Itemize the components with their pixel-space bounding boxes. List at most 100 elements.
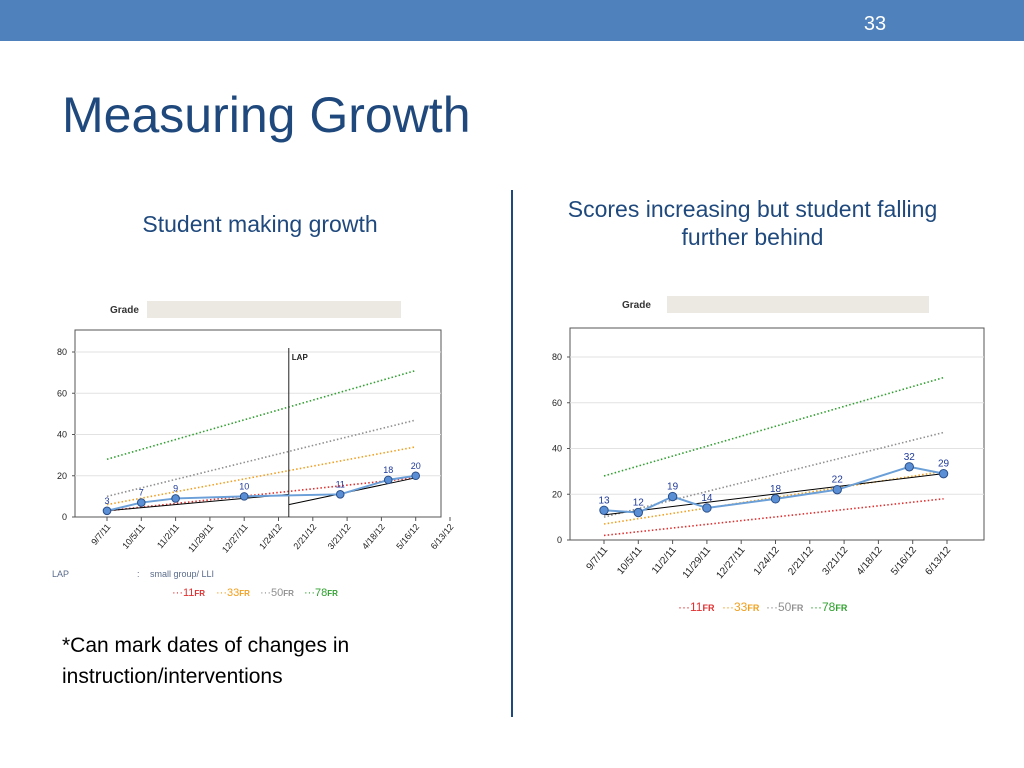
legend-item-50: ···50FR bbox=[260, 587, 294, 599]
legend-name: ···33 bbox=[722, 600, 748, 614]
score-point bbox=[599, 505, 609, 515]
score-point bbox=[904, 462, 914, 472]
score-label: 3 bbox=[104, 496, 109, 506]
score-point bbox=[770, 494, 781, 504]
x-tick-label: 11/2/11 bbox=[650, 545, 679, 577]
legend-item-33: ···33FR bbox=[216, 587, 250, 599]
right-subtitle: Scores increasing but student falling fu… bbox=[567, 196, 938, 250]
legend-suffix: FR bbox=[835, 603, 847, 613]
x-tick-label: 1/24/12 bbox=[752, 545, 782, 578]
score-point bbox=[411, 471, 421, 481]
score-point bbox=[102, 506, 112, 516]
score-label: 9 bbox=[173, 483, 178, 493]
grade-label: Grade bbox=[622, 300, 651, 311]
legend-suffix: FR bbox=[747, 603, 759, 613]
legend-suffix: FR bbox=[327, 589, 338, 598]
legend-item-50: ···50FR bbox=[766, 600, 804, 614]
legend-name: ···50 bbox=[766, 600, 792, 614]
score-label: 20 bbox=[411, 461, 421, 471]
score-label: 7 bbox=[139, 488, 144, 498]
legend-item-11: ···11FR bbox=[172, 587, 205, 599]
y-tick-label: 20 bbox=[57, 471, 67, 481]
percentile-78-line bbox=[106, 369, 416, 461]
score-label: 10 bbox=[239, 481, 249, 491]
legend-name: ···78 bbox=[810, 600, 836, 614]
legend-name: ···33 bbox=[216, 587, 239, 599]
legend-name: ···50 bbox=[260, 587, 283, 599]
legend-item-33: ···33FR bbox=[722, 600, 760, 614]
left-subtitle: Student making growth bbox=[142, 211, 378, 237]
x-tick-label: 10/5/11 bbox=[615, 545, 645, 577]
percentile-11-line bbox=[603, 498, 944, 537]
percentile-50-line bbox=[603, 431, 944, 518]
page-title: Measuring Growth bbox=[62, 87, 471, 143]
legend-note-value: small group/ LLI bbox=[150, 569, 214, 579]
score-point bbox=[137, 498, 146, 507]
x-tick-label: 11/29/11 bbox=[681, 545, 714, 581]
y-tick-label: 40 bbox=[552, 444, 562, 454]
x-tick-label: 12/27/11 bbox=[715, 545, 748, 582]
score-label: 13 bbox=[598, 495, 610, 506]
legend-item-11: ···11FR bbox=[678, 600, 715, 614]
score-label: 18 bbox=[383, 465, 393, 475]
legend-suffix: FR bbox=[702, 603, 714, 613]
legend-name: ···11 bbox=[678, 600, 703, 614]
score-label: 19 bbox=[667, 482, 679, 493]
y-tick-label: 60 bbox=[552, 398, 562, 408]
score-point bbox=[938, 468, 949, 479]
x-tick-label: 2/21/12 bbox=[786, 545, 816, 578]
score-point bbox=[335, 490, 345, 499]
legend-name: ···78 bbox=[304, 587, 327, 599]
plot-frame bbox=[569, 327, 985, 541]
x-tick-label: 5/16/12 bbox=[889, 545, 919, 578]
y-tick-label: 60 bbox=[57, 388, 67, 398]
legend-suffix: FR bbox=[791, 603, 803, 613]
grade-field bbox=[667, 296, 929, 313]
y-tick-label: 0 bbox=[557, 535, 562, 545]
score-point bbox=[239, 492, 249, 501]
legend-suffix: FR bbox=[283, 589, 294, 598]
y-tick-label: 80 bbox=[57, 347, 67, 357]
y-tick-label: 40 bbox=[57, 430, 67, 440]
score-point bbox=[633, 507, 643, 518]
y-tick-label: 20 bbox=[552, 489, 562, 499]
legend-note-key: LAP bbox=[52, 569, 69, 579]
score-line bbox=[603, 465, 944, 514]
column-divider bbox=[511, 190, 513, 717]
legend-item-78: ···78FR bbox=[304, 587, 338, 599]
legend-suffix: FR bbox=[194, 589, 205, 598]
x-tick-label: 3/21/12 bbox=[821, 545, 851, 578]
slide-number: 33 bbox=[863, 13, 887, 35]
score-label: 11 bbox=[336, 479, 345, 489]
score-point bbox=[832, 484, 842, 495]
percentile-50-line bbox=[106, 419, 416, 498]
x-tick-label: 4/18/12 bbox=[855, 545, 885, 578]
grade-field bbox=[147, 301, 401, 318]
legend-suffix: FR bbox=[239, 589, 250, 598]
score-point bbox=[171, 494, 180, 503]
grade-label: Grade bbox=[110, 305, 139, 316]
intervention-marker-label: LAP bbox=[292, 353, 309, 362]
legend-item-78: ···78FR bbox=[810, 600, 848, 614]
legend-name: ···11 bbox=[172, 587, 194, 599]
score-point bbox=[702, 503, 712, 513]
score-label: 18 bbox=[770, 484, 782, 495]
x-tick-label: 9/7/11 bbox=[584, 545, 610, 573]
score-point bbox=[667, 491, 678, 502]
y-tick-label: 80 bbox=[552, 352, 562, 362]
score-label: 22 bbox=[832, 475, 844, 486]
score-label: 32 bbox=[904, 452, 916, 463]
score-label: 12 bbox=[633, 498, 645, 509]
right-growth-chart: Grade 0 20 40 60 80 9/7/11 10/5/11 11/2/11 11/29/… bbox=[552, 296, 985, 614]
x-tick-label: 6/13/12 bbox=[923, 545, 953, 578]
trend-line bbox=[603, 473, 944, 516]
intervention-note: *Can mark dates of changes in instructio… bbox=[62, 634, 350, 688]
y-tick-label: 0 bbox=[62, 512, 67, 522]
percentile-33-line bbox=[106, 446, 416, 506]
header-bar bbox=[0, 0, 1024, 41]
score-point bbox=[383, 475, 393, 485]
legend-note-sep: : bbox=[137, 569, 140, 579]
score-label: 14 bbox=[701, 493, 713, 504]
score-label: 29 bbox=[938, 459, 950, 470]
